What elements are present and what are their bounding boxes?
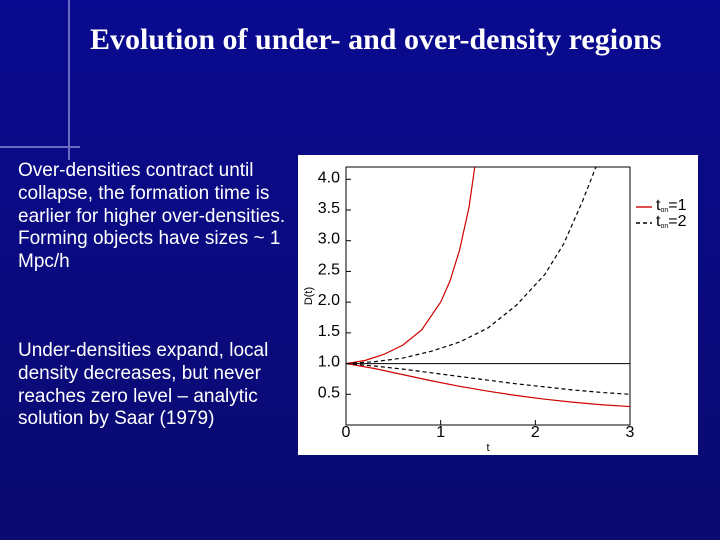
y-tick-label: 2.5 xyxy=(318,261,340,278)
x-tick-label: 1 xyxy=(436,424,445,441)
x-tick-label: 2 xyxy=(531,424,540,441)
y-tick-label: 0.5 xyxy=(318,384,340,401)
y-tick-label: 4.0 xyxy=(318,169,340,186)
decoration-vertical xyxy=(68,0,70,160)
y-tick-label: 2.0 xyxy=(318,292,340,309)
y-tick-label: 1.0 xyxy=(318,354,340,371)
x-tick-label: 0 xyxy=(342,424,351,441)
chart-container: 01230.51.01.52.02.53.03.54.0tD(t)ton=1to… xyxy=(298,155,698,455)
page-title: Evolution of under- and over-density reg… xyxy=(90,22,680,58)
chart-svg: 01230.51.01.52.02.53.03.54.0tD(t)ton=1to… xyxy=(298,155,698,455)
overdensity-text: Over-densities contract until collapse, … xyxy=(18,160,288,274)
x-tick-label: 3 xyxy=(626,424,635,441)
y-tick-label: 3.0 xyxy=(318,231,340,248)
x-axis-label: t xyxy=(486,442,489,454)
y-tick-label: 3.5 xyxy=(318,200,340,217)
y-tick-label: 1.5 xyxy=(318,323,340,340)
slide: Evolution of under- and over-density reg… xyxy=(0,0,720,540)
underdensity-text: Under-densities expand, local density de… xyxy=(18,340,288,431)
y-axis-label: D(t) xyxy=(303,287,315,305)
